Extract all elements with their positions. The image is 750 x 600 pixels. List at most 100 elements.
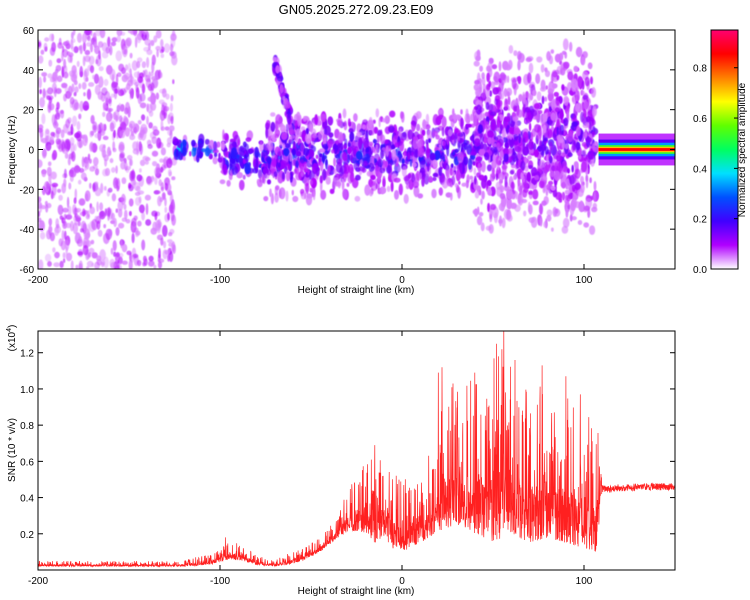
spectrogram-blob	[128, 184, 134, 192]
spectrogram-blob	[113, 129, 116, 139]
spectrogram-blob	[479, 132, 485, 144]
spectrogram-blob	[558, 193, 563, 202]
spectrogram-blob	[489, 90, 493, 97]
spectrogram-blob	[349, 131, 355, 142]
spectrogram-blob	[454, 128, 460, 134]
spectrogram-blob	[38, 128, 44, 133]
spectrogram-blob	[473, 114, 478, 127]
spectrogram-blob	[41, 169, 47, 178]
spectrogram-blob	[432, 130, 439, 137]
spectrogram-blob	[432, 172, 439, 178]
spectrogram-blob	[349, 172, 355, 183]
spectrogram-blob	[441, 126, 445, 137]
spectrogram-blob	[38, 196, 42, 203]
spectrogram-blob	[317, 130, 324, 141]
spectrogram-blob	[79, 100, 84, 112]
spectrogram-blob	[499, 179, 503, 187]
spectrogram-blob	[537, 146, 543, 152]
spectrogram-blob	[479, 141, 484, 150]
spectrogram-blob	[295, 135, 299, 143]
spectrogram-blob	[89, 142, 94, 152]
spectrogram-blob	[571, 164, 574, 173]
spectrogram-blob	[368, 116, 373, 129]
spectrogram-blob	[452, 108, 455, 117]
spectrogram-blob	[107, 210, 110, 222]
spectrogram-blob	[121, 260, 128, 265]
spectrogram-blob	[504, 116, 511, 123]
spectrogram-blob	[77, 32, 82, 44]
spectrogram-blob	[578, 201, 585, 213]
spectrogram-blob	[504, 175, 508, 188]
spectrogram-blob	[75, 130, 82, 142]
spectrogram-blob	[147, 96, 154, 102]
spectrogram-region-band	[262, 107, 478, 206]
spectrogram-blob	[92, 183, 96, 193]
spectrogram-blob	[110, 247, 114, 255]
spectrogram-blob	[111, 193, 117, 202]
spectrogram-blob	[516, 105, 520, 116]
spectrogram-blob	[475, 156, 483, 162]
spectrogram-blob	[509, 170, 515, 175]
spectrogram-blob	[41, 72, 48, 77]
spectrogram-blob	[73, 92, 77, 97]
spectrogram-blob	[506, 214, 513, 222]
spectrogram-blob	[162, 225, 168, 237]
spectrogram-blob	[67, 157, 71, 166]
spectrogram-blob	[309, 179, 313, 186]
spectrogram-blob	[585, 115, 592, 123]
spectrogram-blob	[449, 167, 454, 176]
spectrogram-blob	[425, 139, 429, 145]
spectrogram-blob	[65, 222, 72, 229]
spectrogram-blob	[477, 124, 483, 134]
spectrogram-blob	[375, 108, 380, 118]
spectrogram-blob	[160, 147, 166, 156]
spectrogram-blob	[109, 68, 116, 81]
spectrogram-blob	[68, 85, 73, 97]
spectrogram-blob	[446, 145, 450, 157]
spectrogram-blob	[503, 153, 509, 163]
spectrogram-blob	[473, 138, 481, 147]
snr-y-tick-label: 0.8	[20, 421, 34, 432]
spectrogram-blob	[130, 92, 134, 99]
spectrogram-blob	[457, 151, 464, 164]
spectrogram-blob	[135, 87, 140, 99]
spectrogram-blob	[544, 96, 548, 102]
spectrogram-blob	[71, 65, 77, 74]
spectrogram-blob	[541, 95, 545, 105]
spectrogram-blob	[145, 203, 149, 215]
snr-x-label: Height of straight line (km)	[298, 586, 415, 597]
spectrogram-blob	[158, 247, 161, 259]
spectrogram-blob	[75, 208, 82, 213]
spectrogram-blob	[581, 90, 585, 95]
spectrogram-blob	[132, 148, 140, 155]
spectrogram-blob	[373, 138, 377, 144]
colorbar-tick-label: 0.4	[693, 164, 707, 175]
spectrogram-blob	[446, 178, 452, 187]
spectrogram-blob	[569, 174, 575, 185]
spectrogram-blob	[305, 167, 309, 173]
spectrogram-blob	[99, 210, 106, 220]
spectrogram-blob	[552, 206, 558, 218]
spectrogram-blob	[116, 178, 121, 190]
spectrogram-blob	[377, 158, 384, 167]
spectrogram-blob	[457, 187, 461, 199]
spectrogram-blob	[71, 38, 76, 43]
spectrogram-blob	[561, 191, 566, 201]
spectrogram-blob	[553, 170, 561, 182]
spectrogram-blob	[574, 182, 581, 190]
spectrogram-blob	[413, 185, 420, 198]
spectrogram-blob	[59, 260, 64, 268]
spectrogram-blob	[41, 185, 46, 196]
spectrogram-blob	[217, 157, 223, 163]
spectrogram-blob	[364, 184, 371, 196]
spectrogram-blob	[571, 121, 578, 127]
spectrogram-blob	[336, 119, 342, 127]
spectrogram-blob	[153, 264, 157, 269]
spectrogram-blob	[432, 159, 438, 168]
spectrogram-blob	[151, 175, 155, 180]
spectrogram-blob	[141, 114, 146, 121]
spectrogram-blob	[522, 91, 526, 103]
spectrogram-blob	[342, 122, 347, 127]
spectrogram-blob	[501, 127, 507, 139]
spectrogram-blob	[491, 64, 498, 70]
